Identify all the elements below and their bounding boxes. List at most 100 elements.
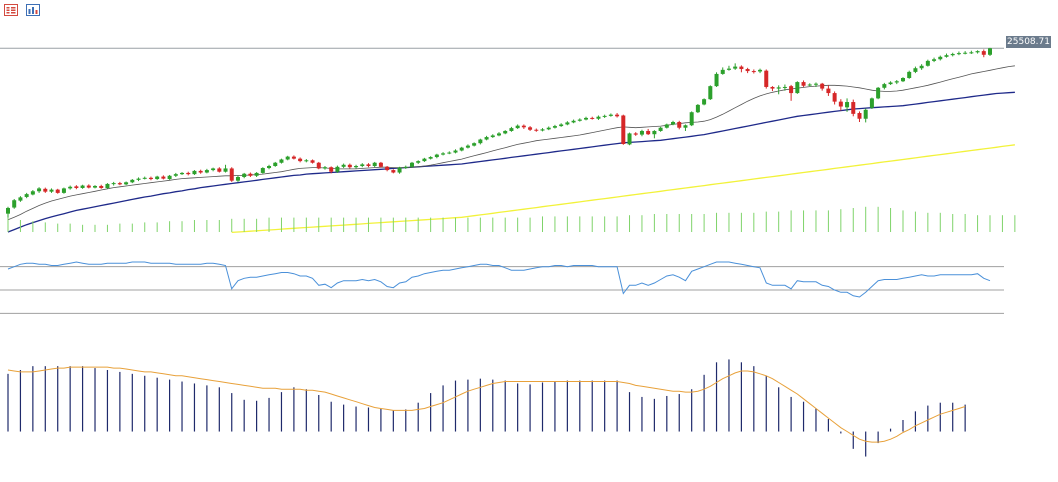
candle-body: [956, 53, 961, 55]
candle-body: [702, 99, 707, 105]
candle-body: [24, 194, 29, 197]
candle-body: [795, 82, 800, 94]
candle-body: [782, 86, 787, 88]
candle-body: [459, 147, 464, 151]
ma-short-line: [7, 65, 1015, 221]
candle-body: [826, 88, 831, 94]
candle-body: [851, 102, 856, 114]
candle-body: [291, 156, 296, 159]
candle-body: [148, 177, 153, 180]
candle-body: [484, 137, 489, 140]
candle-body: [422, 158, 427, 162]
candle-body: [683, 125, 688, 128]
candle-body: [726, 68, 731, 70]
candle-body: [695, 104, 700, 113]
candle-body: [242, 173, 247, 177]
candle-body: [621, 115, 626, 144]
candle-body: [571, 120, 576, 123]
candle-body: [975, 51, 980, 53]
chart-list-icon[interactable]: [4, 4, 18, 16]
candle-body: [279, 159, 284, 163]
candle-body: [658, 127, 663, 131]
candle-body: [347, 164, 352, 168]
candle-body: [180, 172, 185, 175]
candle-body: [689, 112, 694, 126]
candle-body: [161, 176, 166, 179]
candle-body: [963, 52, 968, 54]
candle-body: [565, 122, 570, 125]
candle-body: [521, 125, 526, 128]
rsi-line: [7, 261, 991, 298]
candle-body: [832, 93, 837, 102]
candle-body: [49, 189, 54, 192]
candle-body: [664, 124, 669, 128]
candle-body: [540, 129, 545, 131]
candle-body: [900, 78, 905, 82]
candle-body: [652, 130, 657, 135]
candle-body: [764, 70, 769, 87]
candle-body: [478, 139, 483, 144]
candle-body: [105, 183, 110, 188]
chart-properties-icon[interactable]: [26, 4, 40, 16]
candle-body: [447, 152, 452, 154]
candle-body: [932, 59, 937, 61]
candle-body: [99, 185, 104, 188]
candle-body: [894, 81, 899, 83]
candle-body: [490, 135, 495, 138]
candle-body: [385, 166, 390, 171]
candle-body: [366, 164, 371, 166]
candle-body: [820, 83, 825, 89]
candle-body: [714, 73, 719, 87]
candle-body: [627, 133, 632, 145]
candle-body: [528, 127, 533, 130]
candle-body: [888, 82, 893, 85]
candle-body: [403, 166, 408, 168]
candle-body: [671, 122, 676, 125]
candle-body: [434, 154, 439, 158]
candle-body: [813, 83, 818, 85]
candle-body: [745, 69, 750, 72]
candle-body: [80, 185, 85, 188]
candle-body: [577, 119, 582, 121]
candle-body: [969, 52, 974, 54]
candle-body: [677, 122, 682, 128]
candle-body: [938, 56, 943, 60]
candle-body: [639, 130, 644, 135]
candle-body: [590, 117, 595, 119]
candle-body: [758, 69, 763, 72]
candle-body: [61, 188, 66, 193]
candle-body: [981, 51, 986, 55]
candle-body: [857, 113, 862, 119]
candle-body: [869, 98, 874, 108]
candle-body: [68, 186, 73, 189]
candle-body: [55, 189, 60, 193]
candle-body: [167, 175, 172, 180]
candle-body: [322, 167, 327, 169]
candle-body: [267, 166, 272, 169]
candle-body: [919, 65, 924, 69]
candle-body: [441, 153, 446, 155]
candle-body: [372, 162, 377, 166]
candle-body: [142, 177, 147, 179]
candle-body: [130, 179, 135, 183]
candle-body: [720, 69, 725, 74]
candle-body: [316, 162, 321, 169]
candle-body: [354, 166, 359, 168]
candle-body: [925, 60, 930, 66]
candle-body: [596, 116, 601, 119]
candle-body: [988, 48, 992, 55]
candle-body: [254, 172, 259, 176]
candle-body: [335, 166, 340, 172]
macd-signal-line: [7, 366, 966, 443]
candle-body: [186, 172, 191, 175]
candle-body: [229, 168, 234, 181]
candle-body: [497, 133, 501, 136]
candle-body: [329, 167, 334, 172]
candle-body: [416, 161, 421, 163]
candle-body: [111, 183, 116, 185]
candle-body: [776, 87, 781, 89]
candle-body: [465, 145, 470, 148]
candle-body: [559, 124, 564, 127]
candle-body: [260, 168, 265, 173]
